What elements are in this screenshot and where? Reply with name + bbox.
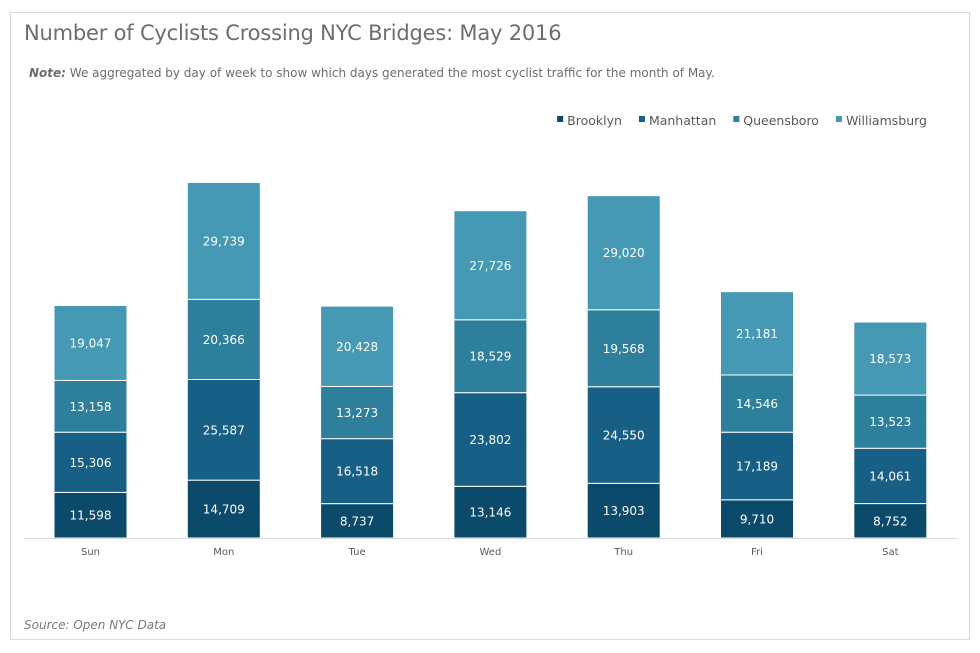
- data-label-manhattan-fri: 17,189: [736, 460, 778, 474]
- note-text: We aggregated by day of week to show whi…: [65, 66, 715, 80]
- data-label-manhattan-mon: 25,587: [203, 423, 245, 437]
- data-label-williamsburg-sat: 18,573: [869, 352, 911, 366]
- bar-brooklyn-sat: [853, 503, 928, 539]
- note-label: Note:: [29, 66, 66, 80]
- bar-williamsburg-wed: [453, 210, 528, 321]
- data-label-williamsburg-sun: 19,047: [70, 336, 112, 350]
- data-label-manhattan-sun: 15,306: [70, 456, 112, 470]
- data-label-queensboro-sun: 13,158: [70, 400, 112, 414]
- data-label-queensboro-sat: 13,523: [869, 415, 911, 429]
- bar-brooklyn-tue: [320, 503, 395, 539]
- bar-queensboro-sat: [853, 394, 928, 449]
- x-tick-fri: Fri: [751, 547, 763, 558]
- data-label-manhattan-wed: 23,802: [469, 433, 511, 447]
- data-label-brooklyn-sat: 8,752: [873, 514, 907, 528]
- data-label-williamsburg-tue: 20,428: [336, 340, 378, 354]
- bar-queensboro-mon: [186, 298, 261, 381]
- data-label-queensboro-fri: 14,546: [736, 397, 778, 411]
- bar-queensboro-sun: [53, 379, 128, 433]
- bar-williamsburg-tue: [320, 305, 395, 387]
- data-label-manhattan-tue: 16,518: [336, 465, 378, 479]
- data-label-manhattan-sat: 14,061: [869, 469, 911, 483]
- bar-queensboro-tue: [320, 385, 395, 440]
- x-tick-tue: Tue: [348, 547, 366, 558]
- bar-manhattan-thu: [586, 386, 661, 484]
- chart-legend: Brooklyn Manhattan Queensboro Williamsburg: [557, 113, 927, 128]
- data-label-brooklyn-thu: 13,903: [603, 504, 645, 518]
- bar-brooklyn-thu: [586, 482, 661, 539]
- bar-williamsburg-thu: [586, 195, 661, 311]
- bar-williamsburg-sun: [53, 305, 128, 381]
- data-label-queensboro-thu: 19,568: [603, 342, 645, 356]
- chart-bars: 11,598 15,306 13,158 19,047 14,709 25,587 20,3…: [53, 181, 928, 539]
- bar-manhattan-sun: [53, 431, 128, 493]
- x-tick-thu: Thu: [613, 547, 633, 558]
- data-label-queensboro-wed: 18,529: [469, 350, 511, 364]
- chart-title: Number of Cyclists Crossing NYC Bridges:…: [24, 21, 562, 45]
- x-tick-wed: Wed: [479, 547, 501, 558]
- bar-williamsburg-mon: [186, 181, 261, 300]
- legend-swatch-manhattan: [638, 116, 645, 122]
- data-label-queensboro-mon: 20,366: [203, 333, 245, 347]
- legend-label-manhattan: Manhattan: [649, 113, 716, 128]
- legend-swatch-brooklyn: [557, 116, 564, 122]
- data-label-williamsburg-fri: 21,181: [736, 327, 778, 341]
- chart-note: Note: We aggregated by day of week to sh…: [29, 66, 715, 80]
- data-label-manhattan-thu: 24,550: [603, 429, 645, 443]
- legend-swatch-williamsburg: [835, 116, 842, 122]
- bar-queensboro-fri: [720, 374, 794, 433]
- legend-label-williamsburg: Williamsburg: [846, 113, 927, 128]
- bar-manhattan-wed: [453, 392, 528, 487]
- data-label-williamsburg-wed: 27,726: [469, 259, 511, 273]
- legend-label-brooklyn: Brooklyn: [567, 113, 622, 128]
- bar-williamsburg-sat: [853, 321, 928, 396]
- bar-queensboro-thu: [586, 309, 661, 388]
- x-tick-mon: Mon: [213, 547, 234, 558]
- legend-swatch-queensboro: [733, 116, 740, 122]
- chart-source: Source: Open NYC Data: [24, 618, 167, 632]
- bar-manhattan-tue: [320, 438, 395, 505]
- data-label-brooklyn-sun: 11,598: [70, 509, 112, 523]
- data-label-brooklyn-mon: 14,709: [203, 503, 245, 517]
- bar-manhattan-fri: [720, 431, 794, 501]
- data-label-queensboro-tue: 13,273: [336, 406, 378, 420]
- data-label-williamsburg-thu: 29,020: [603, 246, 645, 260]
- data-label-brooklyn-tue: 8,737: [340, 514, 374, 528]
- legend-label-queensboro: Queensboro: [743, 113, 819, 128]
- bar-williamsburg-fri: [720, 291, 794, 376]
- bar-manhattan-sat: [853, 447, 928, 505]
- data-label-brooklyn-fri: 9,710: [740, 512, 774, 526]
- data-label-brooklyn-wed: 13,146: [469, 506, 511, 520]
- x-axis-ticks: Sun Mon Tue Wed Thu Fri Sat: [81, 547, 899, 558]
- data-label-williamsburg-mon: 29,739: [203, 234, 245, 248]
- x-tick-sat: Sat: [882, 547, 898, 558]
- x-tick-sun: Sun: [81, 547, 100, 558]
